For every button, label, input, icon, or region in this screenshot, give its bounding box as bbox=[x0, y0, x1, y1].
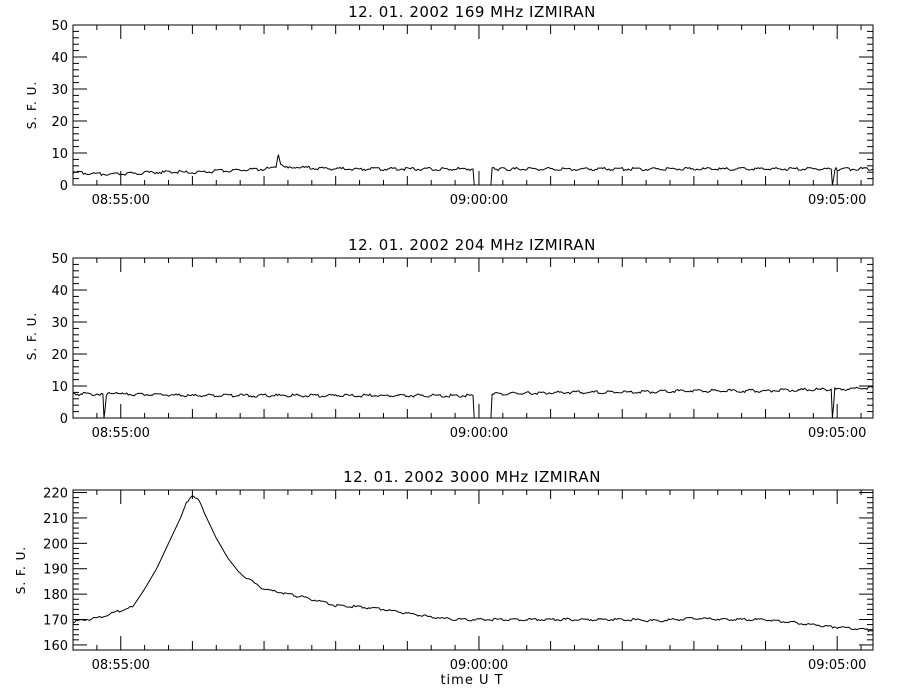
y-tick-label: 160 bbox=[43, 639, 68, 654]
y-tick-label: 220 bbox=[43, 487, 68, 502]
y-tick-label: 210 bbox=[43, 512, 68, 527]
y-tick-label: 30 bbox=[51, 316, 68, 331]
y-ticks: 0 10 20 30 40 50 bbox=[51, 252, 873, 427]
y-tick-label: 190 bbox=[43, 563, 68, 578]
y-tick-label: 40 bbox=[51, 51, 68, 66]
x-tick-label: 08:55:00 bbox=[92, 658, 150, 673]
y-axis-label: S. F. U. bbox=[14, 546, 28, 594]
series-line bbox=[72, 495, 874, 633]
series-group bbox=[72, 154, 874, 186]
chart-title: 12. 01. 2002 169 MHz IZMIRAN bbox=[348, 3, 596, 21]
series-group bbox=[72, 386, 874, 419]
y-tick-label: 50 bbox=[51, 252, 68, 267]
series-line bbox=[72, 386, 874, 419]
chart-title: 12. 01. 2002 3000 MHz IZMIRAN bbox=[343, 468, 601, 486]
x-tick-label: 08:55:00 bbox=[92, 426, 150, 441]
x-tick-label: 08:55:00 bbox=[92, 193, 150, 208]
series-group bbox=[72, 495, 874, 633]
y-tick-label: 170 bbox=[43, 614, 68, 629]
x-tick-label: 09:05:00 bbox=[808, 193, 866, 208]
chart-title: 12. 01. 2002 204 MHz IZMIRAN bbox=[348, 236, 596, 254]
y-tick-label: 200 bbox=[43, 537, 68, 552]
panel-3000mhz: 12. 01. 2002 3000 MHz IZMIRAN S. F. U. 1… bbox=[14, 468, 874, 673]
y-tick-label: 180 bbox=[43, 588, 68, 603]
y-tick-label: 10 bbox=[51, 380, 68, 395]
y-tick-label: 20 bbox=[51, 348, 68, 363]
y-tick-label: 50 bbox=[51, 19, 68, 34]
panel-204mhz: 12. 01. 2002 204 MHz IZMIRAN S. F. U. 0 1… bbox=[25, 236, 874, 441]
x-tick-label: 09:00:00 bbox=[450, 426, 508, 441]
y-tick-label: 20 bbox=[51, 115, 68, 130]
plot-frame bbox=[72, 24, 874, 186]
y-axis-label: S. F. U. bbox=[25, 81, 39, 129]
x-axis-label: time U T bbox=[440, 673, 503, 688]
x-ticks: 08:55:00 09:00:00 09:05:00 bbox=[72, 258, 866, 441]
series-line bbox=[72, 154, 874, 186]
plot-frame bbox=[72, 257, 874, 419]
x-tick-label: 09:05:00 bbox=[808, 426, 866, 441]
y-axis-label: S. F. U. bbox=[25, 312, 39, 360]
x-ticks: 08:55:00 09:00:00 09:05:00 bbox=[72, 490, 866, 673]
plot-frame bbox=[72, 489, 874, 651]
y-ticks: 160 170 180 190 200 210 220 bbox=[43, 487, 873, 654]
y-tick-label: 0 bbox=[60, 412, 68, 427]
x-ticks: 08:55:00 09:00:00 09:05:00 bbox=[72, 25, 866, 208]
y-ticks: 0 10 20 30 40 50 bbox=[51, 19, 873, 194]
x-tick-label: 09:05:00 bbox=[808, 658, 866, 673]
panel-169mhz: 12. 01. 2002 169 MHz IZMIRAN S. F. U. 0 1… bbox=[25, 3, 874, 208]
y-tick-label: 0 bbox=[60, 179, 68, 194]
x-tick-label: 09:00:00 bbox=[450, 193, 508, 208]
x-tick-label: 09:00:00 bbox=[450, 658, 508, 673]
y-tick-label: 10 bbox=[51, 147, 68, 162]
y-tick-label: 30 bbox=[51, 83, 68, 98]
y-tick-label: 40 bbox=[51, 284, 68, 299]
